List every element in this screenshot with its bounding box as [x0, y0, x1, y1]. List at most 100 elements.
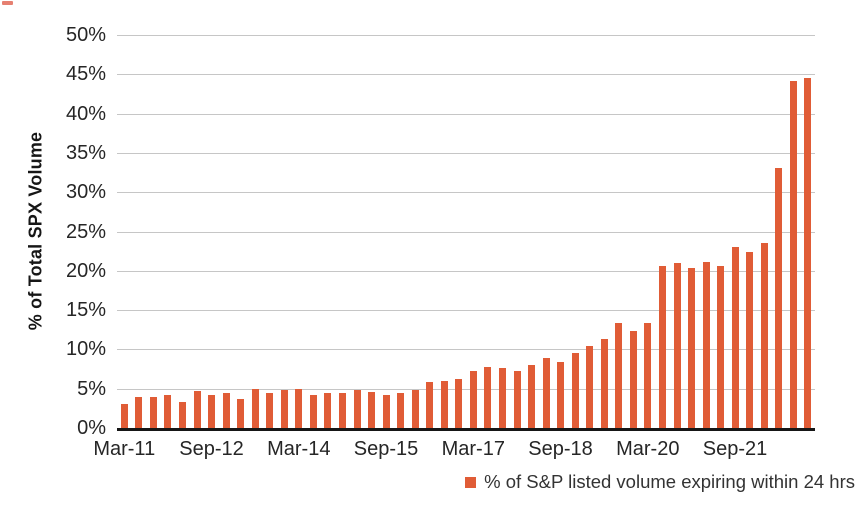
bar-slot	[772, 35, 787, 428]
bar-Dec-17	[513, 371, 521, 428]
bar-Jun-20	[659, 266, 666, 428]
gridline	[117, 113, 815, 115]
gridline	[117, 388, 815, 390]
bar-slot	[612, 35, 627, 428]
bar-Sep-21	[731, 247, 739, 428]
bar-slot	[452, 35, 467, 428]
x-tick-label: Mar-20	[616, 438, 680, 460]
x-tick-label: Mar-11	[93, 438, 156, 460]
bar-Jun-22	[775, 167, 783, 428]
bar-Mar-12	[178, 402, 186, 428]
plot-area	[117, 35, 815, 431]
bar-Sep-12	[208, 395, 216, 428]
bar-Jun-18	[542, 358, 550, 428]
bar-slot	[292, 35, 307, 428]
bar-Sep-18	[557, 361, 565, 428]
bar-Sep-11	[149, 396, 157, 428]
bar-Mar-21	[702, 262, 710, 428]
bar-Mar-19	[586, 346, 594, 428]
gridline	[117, 270, 815, 272]
gridline	[117, 231, 815, 233]
bar-Mar-20	[644, 322, 652, 428]
x-tick-label: Sep-18	[528, 438, 593, 460]
bar-slot	[204, 35, 219, 428]
bar-Jun-15	[368, 391, 376, 428]
bar-Mar-16	[411, 390, 419, 428]
bar-slot	[132, 35, 147, 428]
bar-slot	[481, 35, 496, 428]
legend-label: % of S&P listed volume expiring within 2…	[484, 471, 855, 492]
legend-color-swatch-icon	[465, 476, 477, 488]
bar-Dec-18	[571, 352, 579, 428]
gridline	[117, 349, 815, 351]
bar-Dec-14	[338, 393, 346, 428]
bar-slot	[146, 35, 161, 428]
bar-slot	[466, 35, 481, 428]
bar-slot	[335, 35, 350, 428]
bar-slot	[583, 35, 598, 428]
bar-Dec-12	[222, 392, 230, 428]
bar-Jun-11	[135, 397, 143, 428]
bar-Sep-22	[789, 81, 797, 428]
y-tick-label: 45%	[65, 63, 106, 86]
y-tick-label: 15%	[65, 299, 106, 322]
x-tick-label: Sep-21	[702, 438, 768, 460]
gridline	[117, 35, 815, 36]
bar-slot	[350, 35, 365, 428]
gridline	[117, 310, 815, 312]
x-tick-label: Sep-15	[353, 438, 419, 460]
bar-Jun-16	[426, 381, 434, 428]
bar-Mar-17	[469, 371, 477, 428]
bar-slot	[379, 35, 394, 428]
x-tick-label: Mar-14	[267, 438, 331, 460]
bar-slot	[393, 35, 408, 428]
bar-Dec-13	[280, 390, 288, 428]
bar-Mar-15	[353, 390, 361, 428]
bar-slot	[597, 35, 612, 428]
y-tick-label: 5%	[77, 377, 106, 400]
bar-slot	[713, 35, 728, 428]
bar-Sep-20	[673, 262, 681, 428]
y-tick-label: 40%	[65, 102, 106, 125]
bar-slot	[175, 35, 190, 428]
y-tick-label: 10%	[65, 338, 106, 361]
bar-slot	[728, 35, 743, 428]
bar-slot	[699, 35, 714, 428]
bar-slot	[801, 35, 816, 428]
bar-slot	[670, 35, 685, 428]
bar-series	[117, 35, 815, 428]
bar-slot	[364, 35, 379, 428]
bar-slot	[495, 35, 510, 428]
bar-slot	[743, 35, 758, 428]
bar-slot	[190, 35, 205, 428]
bar-slot	[248, 35, 263, 428]
bar-slot	[684, 35, 699, 428]
bar-Dec-21	[746, 251, 754, 428]
bar-Sep-13	[266, 393, 274, 428]
bar-slot	[408, 35, 423, 428]
bar-Jun-19	[600, 339, 608, 428]
bar-Sep-17	[498, 368, 506, 428]
bar-Dec-20	[688, 268, 696, 428]
bar-Mar-22	[760, 242, 768, 428]
y-tick-label: 30%	[65, 181, 106, 204]
gridline	[117, 74, 815, 76]
bar-slot	[553, 35, 568, 428]
bar-slot	[626, 35, 641, 428]
bar-slot	[117, 35, 132, 428]
bar-slot	[510, 35, 525, 428]
y-tick-label: 50%	[65, 24, 106, 46]
bar-slot	[641, 35, 656, 428]
bar-Mar-11	[120, 404, 128, 428]
bar-Jun-14	[309, 395, 317, 428]
bar-Mar-13	[237, 398, 245, 428]
bar-slot	[262, 35, 277, 428]
bar-Jun-17	[484, 366, 492, 428]
bar-Jun-12	[193, 391, 201, 428]
bar-slot	[219, 35, 234, 428]
y-tick-label: 35%	[65, 141, 106, 164]
bar-slot	[437, 35, 452, 428]
bar-Mar-18	[528, 365, 536, 428]
bar-Sep-14	[324, 393, 332, 428]
